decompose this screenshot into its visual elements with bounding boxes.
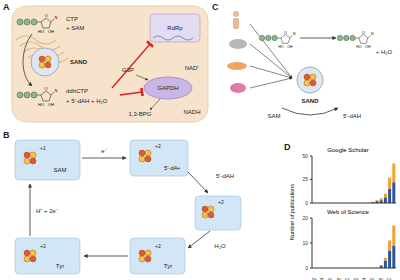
svg-text:0: 0 <box>305 200 308 206</box>
svg-text:O: O <box>44 13 47 18</box>
svg-text:C: C <box>212 2 219 12</box>
svg-text:OH: OH <box>287 45 293 49</box>
svg-text:10: 10 <box>302 240 308 246</box>
svg-text:N: N <box>371 32 374 36</box>
svg-text:5'-dAH: 5'-dAH <box>343 113 361 119</box>
html-text:Google Scholar: Google Scholar <box>327 147 369 153</box>
svg-text:D: D <box>284 142 291 152</box>
svg-text:2002: 2002 <box>312 278 317 280</box>
svg-text:RdRp: RdRp <box>167 25 183 31</box>
svg-text:e⁻: e⁻ <box>101 148 106 154</box>
html-text:Web of Science: Web of Science <box>327 209 369 215</box>
svg-text:OH: OH <box>48 29 54 34</box>
svg-text:2020: 2020 <box>387 278 392 280</box>
svg-text:N: N <box>55 15 58 20</box>
svg-text:NADH: NADH <box>183 109 200 115</box>
svg-text:2006: 2006 <box>328 278 333 280</box>
svg-text:OH: OH <box>48 102 54 107</box>
svg-text:SAND: SAND <box>70 59 88 65</box>
svg-text:Number of publications: Number of publications <box>289 184 295 241</box>
svg-text:O: O <box>44 86 47 91</box>
svg-text:2008: 2008 <box>337 278 342 280</box>
svg-text:5'-dA•: 5'-dA• <box>164 165 180 171</box>
svg-text:N: N <box>293 32 296 36</box>
svg-text:CTP: CTP <box>66 16 78 22</box>
svg-text:+2: +2 <box>218 199 224 205</box>
svg-text:A: A <box>8 2 10 12</box>
svg-text:+ 5'-dAH + H₂O: + 5'-dAH + H₂O <box>66 98 108 104</box>
svg-text:+ H₂O: + H₂O <box>376 49 392 55</box>
svg-text:+ SAM: + SAM <box>66 25 84 31</box>
svg-text:2012: 2012 <box>354 278 359 280</box>
svg-text:NAD⁺: NAD⁺ <box>185 65 200 71</box>
svg-text:SAM: SAM <box>267 113 280 119</box>
svg-text:N: N <box>55 88 58 93</box>
svg-text:Tyr: Tyr <box>164 263 172 269</box>
svg-text:SAND: SAND <box>301 98 319 104</box>
svg-text:Tyr: Tyr <box>56 263 64 269</box>
svg-text:+2: +2 <box>155 143 161 149</box>
svg-text:+1: +1 <box>40 145 46 151</box>
svg-text:2016: 2016 <box>370 278 375 280</box>
svg-text:HO: HO <box>356 45 362 49</box>
svg-text:2010: 2010 <box>345 278 350 280</box>
svg-text:HO: HO <box>38 29 44 34</box>
svg-text:2004: 2004 <box>320 278 325 280</box>
svg-text:1,3-BPG: 1,3-BPG <box>128 111 151 117</box>
svg-text:GAPDH: GAPDH <box>157 85 178 91</box>
svg-text:25: 25 <box>302 176 308 182</box>
svg-text:2018: 2018 <box>379 278 384 280</box>
svg-text:5'-dAH: 5'-dAH <box>216 173 234 179</box>
svg-text:H₂O: H₂O <box>214 243 226 249</box>
svg-text:B: B <box>8 130 10 140</box>
svg-text:50: 50 <box>302 154 308 159</box>
svg-text:OH: OH <box>365 45 371 49</box>
svg-text:ddhCTP: ddhCTP <box>66 88 88 94</box>
svg-text:H⁺ + 2e⁻: H⁺ + 2e⁻ <box>36 208 58 214</box>
svg-text:HO: HO <box>38 102 44 107</box>
svg-text:+2: +2 <box>40 243 46 249</box>
svg-text:HO: HO <box>278 45 284 49</box>
svg-text:0: 0 <box>305 265 308 271</box>
svg-text:O: O <box>362 31 365 35</box>
svg-text:SAM: SAM <box>53 167 66 173</box>
svg-text:+2: +2 <box>155 243 161 249</box>
svg-text:20: 20 <box>302 216 308 221</box>
svg-text:G3P: G3P <box>122 67 134 73</box>
svg-text:O: O <box>284 31 287 35</box>
svg-text:2014: 2014 <box>362 278 367 280</box>
